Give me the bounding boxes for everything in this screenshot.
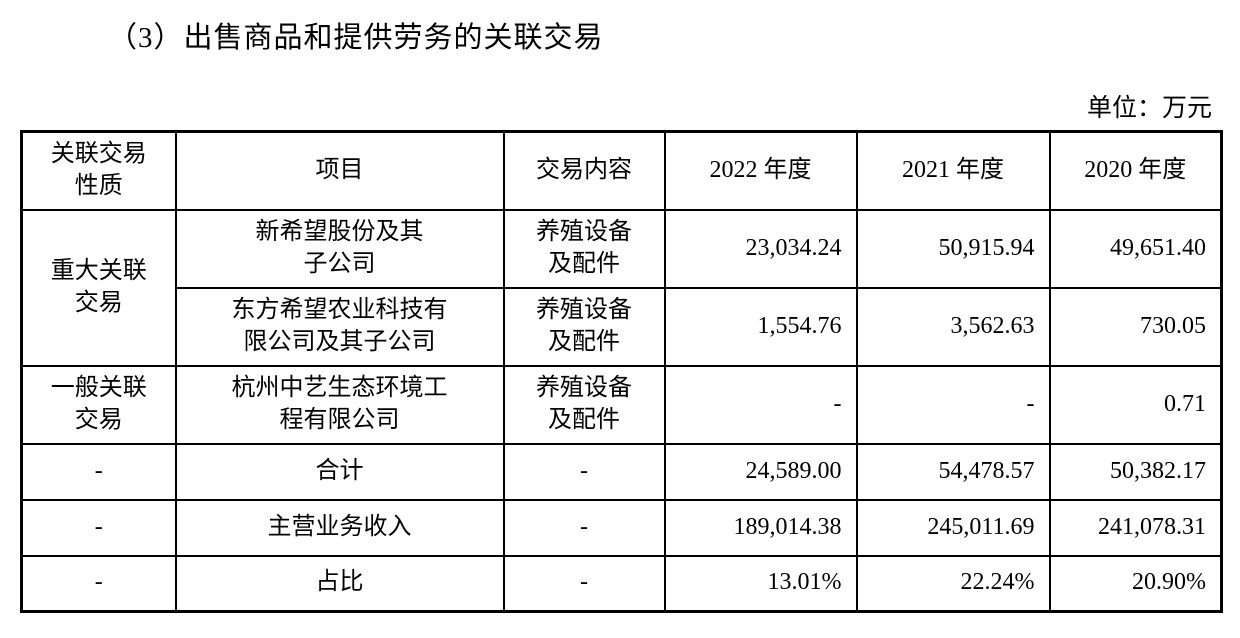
related-transactions-table: 关联交易 性质 项目 交易内容 2022 年度 2021 年度 2020 年度 … (20, 130, 1223, 613)
section-title: （3）出售商品和提供劳务的关联交易 (108, 22, 604, 54)
cell-2020-ratio: 20.90% (1048, 554, 1223, 613)
header-2020: 2020 年度 (1048, 130, 1223, 211)
cell-2021-revenue: 245,011.69 (855, 498, 1051, 557)
cell-content-ratio: - (502, 554, 666, 613)
unit-label: 单位：万元 (1086, 95, 1212, 122)
cell-2021-r1: 50,915.94 (855, 208, 1051, 289)
cell-2020-r3: 0.71 (1048, 364, 1223, 445)
cell-nature-total: - (20, 442, 177, 501)
cell-2022-revenue: 189,014.38 (663, 498, 858, 557)
header-2022: 2022 年度 (663, 130, 858, 211)
cell-item-hangzhou: 杭州中艺生态环境工 程有限公司 (174, 364, 505, 445)
cell-item-revenue: 主营业务收入 (174, 498, 505, 557)
cell-2022-r3: - (663, 364, 858, 445)
cell-nature-revenue: - (20, 498, 177, 557)
cell-2020-r1: 49,651.40 (1048, 208, 1223, 289)
header-content: 交易内容 (502, 130, 666, 211)
cell-2021-r3: - (855, 364, 1051, 445)
cell-content-r2: 养殖设备 及配件 (502, 286, 666, 367)
cell-item-ratio: 占比 (174, 554, 505, 613)
cell-nature-major: 重大关联 交易 (20, 208, 177, 367)
cell-2020-total: 50,382.17 (1048, 442, 1223, 501)
cell-2020-r2: 730.05 (1048, 286, 1223, 367)
cell-2020-revenue: 241,078.31 (1048, 498, 1223, 557)
table-row-ratio: - 占比 - 13.01% 22.24% 20.90% (20, 554, 1223, 613)
header-2021: 2021 年度 (855, 130, 1051, 211)
cell-content-total: - (502, 442, 666, 501)
cell-2022-total: 24,589.00 (663, 442, 858, 501)
cell-2021-total: 54,478.57 (855, 442, 1051, 501)
table-row-general: 一般关联 交易 杭州中艺生态环境工 程有限公司 养殖设备 及配件 - - 0.7… (20, 364, 1223, 445)
table-row-revenue: - 主营业务收入 - 189,014.38 245,011.69 241,078… (20, 498, 1223, 557)
cell-item-total: 合计 (174, 442, 505, 501)
table-row-total: - 合计 - 24,589.00 54,478.57 50,382.17 (20, 442, 1223, 501)
table-row-major-2: 东方希望农业科技有 限公司及其子公司 养殖设备 及配件 1,554.76 3,5… (22, 286, 1223, 367)
cell-content-revenue: - (502, 498, 666, 557)
cell-2021-r2: 3,562.63 (855, 286, 1051, 367)
table-row-major-1: 重大关联 交易 新希望股份及其 子公司 养殖设备 及配件 23,034.24 5… (20, 208, 1223, 367)
cell-item-easthope: 东方希望农业科技有 限公司及其子公司 (174, 286, 505, 367)
cell-content-r1: 养殖设备 及配件 (502, 208, 666, 289)
header-item: 项目 (174, 130, 505, 211)
cell-2022-r2: 1,554.76 (663, 286, 858, 367)
cell-item-newhope: 新希望股份及其 子公司 (174, 208, 505, 289)
header-nature: 关联交易 性质 (20, 130, 177, 211)
cell-content-r3: 养殖设备 及配件 (502, 364, 666, 445)
table-header-row: 关联交易 性质 项目 交易内容 2022 年度 2021 年度 2020 年度 (20, 130, 1223, 211)
cell-2021-ratio: 22.24% (855, 554, 1051, 613)
cell-nature-general: 一般关联 交易 (20, 364, 177, 445)
cell-nature-ratio: - (20, 554, 177, 613)
cell-2022-r1: 23,034.24 (663, 208, 858, 289)
cell-2022-ratio: 13.01% (663, 554, 858, 613)
